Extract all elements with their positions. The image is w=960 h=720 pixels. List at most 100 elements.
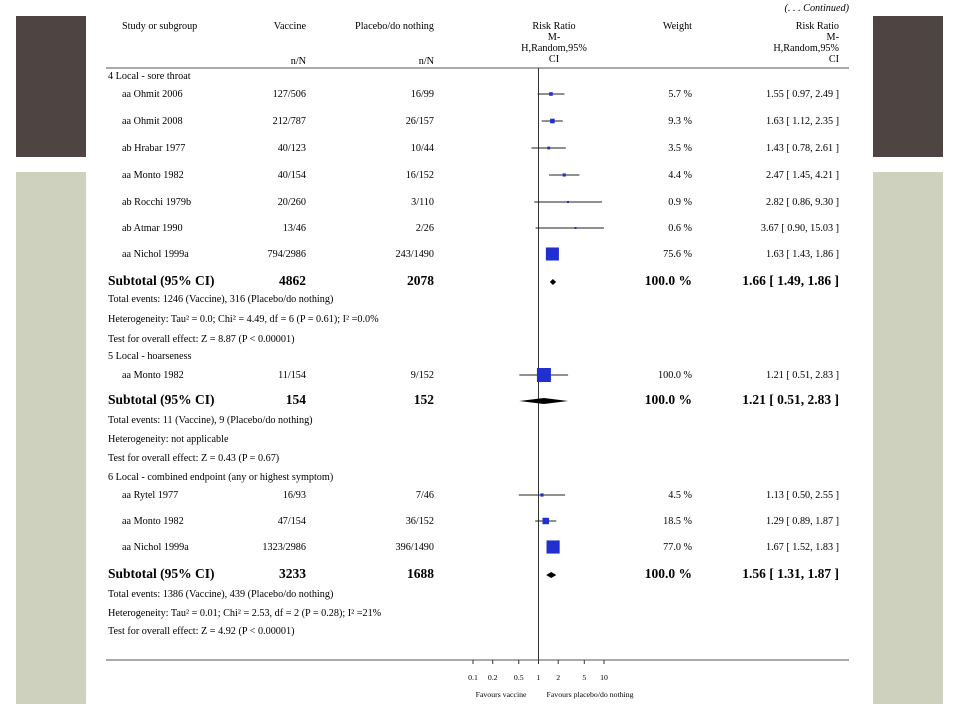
study-weight: 77.0 % — [663, 542, 692, 553]
study-weight: 75.6 % — [663, 249, 692, 260]
subtotal-placebo-total: 1688 — [407, 566, 434, 581]
study-weight: 4.5 % — [668, 490, 692, 501]
col-header-risk-ratio-ci-line: H,Random,95% — [773, 43, 839, 54]
col-header-weight: Weight — [663, 21, 692, 32]
axis-label-favours-placebo: Favours placebo/do nothing — [547, 690, 634, 699]
study-weight: 9.3 % — [668, 116, 692, 127]
study-risk-ratio-ci: 2.47 [ 1.45, 4.21 ] — [766, 170, 839, 181]
subtotal-vaccine-total: 154 — [286, 392, 307, 407]
subtotal-note: Heterogeneity: Tau² = 0.0; Chi² = 4.49, … — [108, 314, 379, 325]
subtotal-label: Subtotal (95% CI) — [108, 566, 215, 581]
forest-plot-figure: (. . . Continued) Study or subgroup Vaccin… — [86, 0, 873, 720]
col-header-risk-ratio-line: CI — [549, 54, 560, 65]
study-risk-ratio-ci: 1.13 [ 0.50, 2.55 ] — [766, 490, 839, 501]
study-vaccine-n: 40/123 — [278, 143, 306, 154]
study-name: aa Monto 1982 — [122, 516, 184, 527]
study-weight: 0.9 % — [668, 197, 692, 208]
study-vaccine-n: 40/154 — [278, 170, 306, 181]
study-risk-ratio-ci: 1.55 [ 0.97, 2.49 ] — [766, 89, 839, 100]
subtotal-note: Heterogeneity: Tau² = 0.01; Chi² = 2.53,… — [108, 608, 382, 619]
study-point-marker — [562, 173, 566, 177]
study-vaccine-n: 11/154 — [278, 370, 306, 381]
subtotal-note: Test for overall effect: Z = 0.43 (P = 0… — [108, 453, 279, 464]
group-title: 4 Local - sore throat — [108, 71, 191, 82]
subtotal-note: Total events: 1246 (Vaccine), 316 (Place… — [108, 294, 333, 305]
subtotal-label: Subtotal (95% CI) — [108, 392, 215, 407]
study-risk-ratio-ci: 1.21 [ 0.51, 2.83 ] — [766, 370, 839, 381]
study-weight: 3.5 % — [668, 143, 692, 154]
study-vaccine-n: 13/46 — [283, 223, 306, 234]
study-placebo-n: 7/46 — [416, 490, 434, 501]
study-name: aa Nichol 1999a — [122, 249, 189, 260]
col-header-risk-ratio-ci-line: CI — [829, 54, 840, 65]
subtotal-risk-ratio-ci: 1.66 [ 1.49, 1.86 ] — [742, 273, 839, 288]
study-name: ab Rocchi 1979b — [122, 197, 191, 208]
col-header-risk-ratio-ci-line: M- — [827, 32, 840, 43]
subtotal-weight: 100.0 % — [645, 392, 692, 407]
study-placebo-n: 3/110 — [411, 197, 434, 208]
axis-tick-label: 2 — [556, 673, 560, 682]
study-point-marker — [536, 368, 551, 382]
subtotal-weight: 100.0 % — [645, 566, 692, 581]
col-header-placebo-n: n/N — [419, 56, 435, 67]
study-placebo-n: 396/1490 — [396, 542, 435, 553]
subtotal-note: Total events: 11 (Vaccine), 9 (Placebo/d… — [108, 415, 313, 426]
study-risk-ratio-ci: 1.29 [ 0.89, 1.87 ] — [766, 516, 839, 527]
subtotal-placebo-total: 2078 — [407, 273, 434, 288]
subtotal-diamond — [519, 398, 569, 404]
study-risk-ratio-ci: 1.63 [ 1.12, 2.35 ] — [766, 116, 839, 127]
subtotal-note: Heterogeneity: not applicable — [108, 434, 229, 445]
study-risk-ratio-ci: 1.63 [ 1.43, 1.86 ] — [766, 249, 839, 260]
col-header-study: Study or subgroup — [122, 21, 197, 32]
table-header: (. . . Continued) Study or subgroup Vaccin… — [106, 3, 850, 69]
forest-rows: 4 Local - sore throat aa Ohmit 2006 127/50… — [108, 71, 839, 637]
study-weight: 4.4 % — [668, 170, 692, 181]
study-vaccine-n: 1323/2986 — [262, 542, 306, 553]
subtotal-note: Total events: 1386 (Vaccine), 439 (Place… — [108, 589, 333, 600]
study-point-marker — [547, 146, 551, 150]
axis-label-favours-vaccine: Favours vaccine — [476, 690, 527, 699]
study-vaccine-n: 20/260 — [278, 197, 306, 208]
study-placebo-n: 36/152 — [406, 516, 434, 527]
study-point-marker — [542, 517, 549, 525]
col-header-placebo: Placebo/do nothing — [355, 21, 434, 32]
col-header-risk-ratio-line: Risk Ratio — [532, 21, 575, 32]
study-vaccine-n: 212/787 — [273, 116, 306, 127]
study-point-marker — [545, 247, 559, 261]
col-header-risk-ratio-ci-line: Risk Ratio — [796, 21, 839, 32]
study-name: aa Ohmit 2008 — [122, 116, 183, 127]
study-vaccine-n: 127/506 — [273, 89, 306, 100]
study-name: ab Atmar 1990 — [122, 223, 183, 234]
decor-sage-strip-right — [873, 172, 943, 704]
study-placebo-n: 243/1490 — [396, 249, 435, 260]
study-risk-ratio-ci: 1.67 [ 1.52, 1.83 ] — [766, 542, 839, 553]
subtotal-note: Test for overall effect: Z = 4.92 (P < 0… — [108, 626, 294, 637]
study-weight: 100.0 % — [658, 370, 692, 381]
axis-tick-label: 0.5 — [514, 673, 524, 682]
risk-ratio-axis: 0.1 0.2 0.5 1 2 5 10 Favours vaccine Favours pla… — [106, 68, 849, 699]
study-risk-ratio-ci: 2.82 [ 0.86, 9.30 ] — [766, 197, 839, 208]
subtotal-risk-ratio-ci: 1.21 [ 0.51, 2.83 ] — [742, 392, 839, 407]
col-header-risk-ratio-line: H,Random,95% — [521, 43, 587, 54]
axis-tick-label: 5 — [582, 673, 586, 682]
study-point-marker — [550, 118, 555, 124]
forest-marks — [518, 92, 604, 578]
study-placebo-n: 2/26 — [416, 223, 434, 234]
study-placebo-n: 10/44 — [411, 143, 434, 154]
decor-dark-block-right — [873, 16, 943, 157]
study-point-marker — [546, 540, 560, 554]
col-header-vaccine-n: n/N — [291, 56, 307, 67]
study-vaccine-n: 16/93 — [283, 490, 306, 501]
study-point-marker — [549, 92, 553, 96]
continued-label: (. . . Continued) — [784, 3, 849, 14]
study-name: aa Ohmit 2006 — [122, 89, 183, 100]
subtotal-diamond — [546, 572, 557, 578]
decor-sage-strip-left — [16, 172, 86, 704]
col-header-vaccine: Vaccine — [274, 21, 307, 32]
decor-dark-block-left — [16, 16, 86, 157]
subtotal-vaccine-total: 4862 — [279, 273, 306, 288]
study-name: ab Hrabar 1977 — [122, 143, 185, 154]
axis-tick-label: 0.1 — [468, 673, 478, 682]
study-name: aa Monto 1982 — [122, 370, 184, 381]
study-risk-ratio-ci: 3.67 [ 0.90, 15.03 ] — [761, 223, 839, 234]
